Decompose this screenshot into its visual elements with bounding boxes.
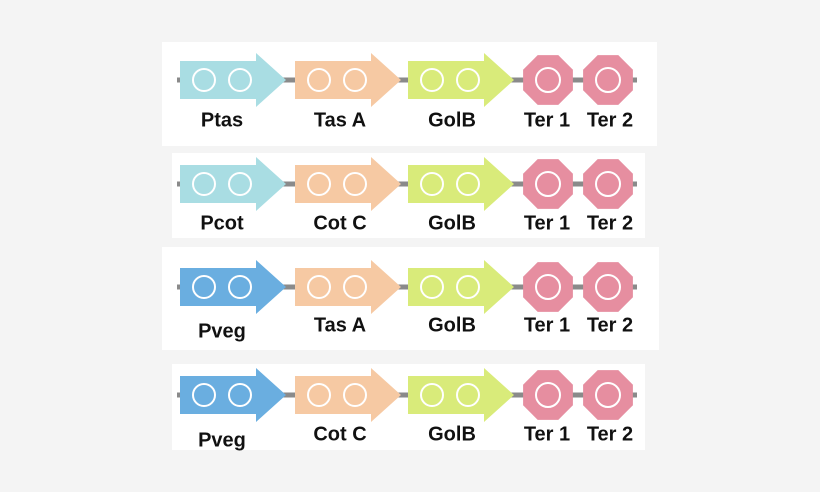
terminator	[583, 262, 633, 312]
part-arrow	[180, 368, 286, 422]
part-arrow	[408, 368, 514, 422]
part-circle	[307, 172, 331, 196]
part-label: Ter 1	[524, 212, 570, 234]
terminator-circle	[535, 382, 561, 408]
part-label: Ter 1	[524, 109, 570, 131]
terminator-circle	[595, 382, 621, 408]
part-circle	[420, 172, 444, 196]
part-arrow	[295, 368, 401, 422]
part-circle	[420, 68, 444, 92]
part-label: Cot C	[313, 423, 366, 445]
part-circle	[192, 172, 216, 196]
part-circle	[228, 275, 252, 299]
part-circle	[456, 172, 480, 196]
part-label: Tas A	[314, 109, 366, 131]
part-circle	[456, 275, 480, 299]
part-label: Tas A	[314, 314, 366, 336]
terminator-circle	[595, 274, 621, 300]
part-arrow	[295, 53, 401, 107]
part-circle	[456, 383, 480, 407]
part-label: Pveg	[198, 429, 246, 451]
part-arrow	[180, 157, 286, 211]
part-circle	[307, 68, 331, 92]
part-circle	[192, 68, 216, 92]
part-label: Ter 1	[524, 423, 570, 445]
part-label: Ter 2	[587, 109, 633, 131]
terminator	[523, 159, 573, 209]
terminator-circle	[535, 171, 561, 197]
terminator	[523, 55, 573, 105]
part-label: GolB	[428, 212, 476, 234]
part-label: Ter 2	[587, 212, 633, 234]
part-circle	[456, 68, 480, 92]
part-arrow	[180, 260, 286, 314]
part-arrow	[408, 53, 514, 107]
part-circle	[420, 275, 444, 299]
part-circle	[420, 383, 444, 407]
part-circle	[343, 172, 367, 196]
construct: Pcot Cot C GolB Ter 1 Ter 2	[172, 153, 645, 238]
part-arrow	[180, 53, 286, 107]
part-circle	[307, 383, 331, 407]
part-arrow	[295, 260, 401, 314]
part-circle	[307, 275, 331, 299]
part-circle	[228, 383, 252, 407]
terminator	[523, 370, 573, 420]
terminator	[583, 370, 633, 420]
terminator-circle	[535, 274, 561, 300]
part-circle	[228, 172, 252, 196]
part-label: Pveg	[198, 320, 246, 342]
part-label: Ptas	[201, 109, 243, 131]
construct: Pveg Tas A GolB Ter 1 Ter 2	[162, 247, 659, 350]
terminator-circle	[595, 171, 621, 197]
terminator	[583, 55, 633, 105]
construct: Ptas Tas A GolB Ter 1 Ter 2	[162, 42, 657, 146]
part-label: Ter 1	[524, 314, 570, 336]
part-circle	[192, 275, 216, 299]
part-label: Ter 2	[587, 423, 633, 445]
part-label: Pcot	[200, 212, 244, 234]
part-label: GolB	[428, 109, 476, 131]
part-label: Ter 2	[587, 314, 633, 336]
terminator-circle	[535, 67, 561, 93]
terminator	[523, 262, 573, 312]
terminator-circle	[595, 67, 621, 93]
part-circle	[343, 275, 367, 299]
part-circle	[343, 68, 367, 92]
part-arrow	[408, 260, 514, 314]
part-label: Cot C	[313, 212, 366, 234]
part-label: GolB	[428, 423, 476, 445]
part-arrow	[295, 157, 401, 211]
part-circle	[228, 68, 252, 92]
construct: Pveg Cot C GolB Ter 1 Ter 2	[172, 364, 645, 451]
part-circle	[192, 383, 216, 407]
terminator	[583, 159, 633, 209]
part-label: GolB	[428, 314, 476, 336]
part-circle	[343, 383, 367, 407]
part-arrow	[408, 157, 514, 211]
